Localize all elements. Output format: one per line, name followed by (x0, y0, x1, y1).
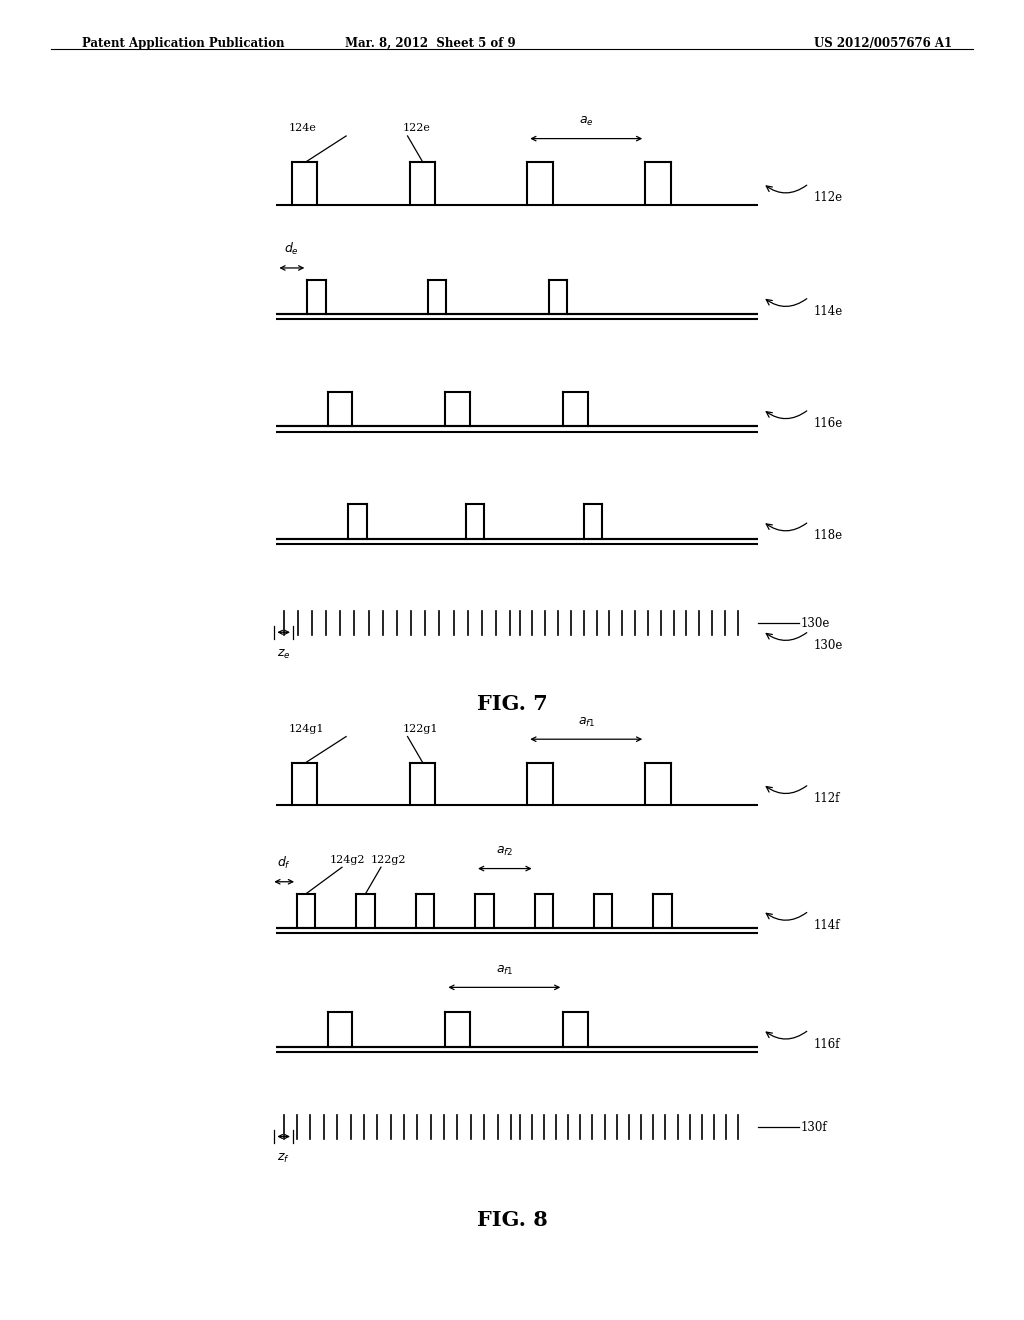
Text: 116f: 116f (814, 1038, 841, 1051)
Text: $a_{f1}$: $a_{f1}$ (496, 964, 513, 977)
Text: 122g2: 122g2 (371, 854, 407, 865)
Text: FIG. 7: FIG. 7 (476, 694, 548, 714)
Text: $a_{f2}$: $a_{f2}$ (497, 845, 513, 858)
Text: 112f: 112f (814, 792, 841, 805)
Text: $a_e$: $a_e$ (579, 115, 594, 128)
Text: 118e: 118e (814, 529, 843, 543)
Text: $z_f$: $z_f$ (278, 1152, 290, 1166)
Text: US 2012/0057676 A1: US 2012/0057676 A1 (814, 37, 952, 50)
Text: 130e: 130e (801, 616, 830, 630)
Text: 114f: 114f (814, 919, 841, 932)
Text: 114e: 114e (814, 305, 844, 318)
Text: $a_{f1}$: $a_{f1}$ (578, 715, 595, 729)
Text: FIG. 8: FIG. 8 (476, 1210, 548, 1230)
Text: Patent Application Publication: Patent Application Publication (82, 37, 285, 50)
Text: 124e: 124e (289, 123, 316, 133)
Text: 124g2: 124g2 (330, 854, 366, 865)
Text: 122e: 122e (402, 123, 430, 133)
Text: 130e: 130e (814, 639, 844, 652)
Text: 124g1: 124g1 (289, 723, 325, 734)
Text: 112e: 112e (814, 191, 843, 205)
Text: $d_f$: $d_f$ (278, 855, 291, 871)
Text: Mar. 8, 2012  Sheet 5 of 9: Mar. 8, 2012 Sheet 5 of 9 (345, 37, 515, 50)
Text: $d_e$: $d_e$ (285, 242, 299, 257)
Text: $z_e$: $z_e$ (276, 648, 291, 661)
Text: 122g1: 122g1 (402, 723, 438, 734)
Text: 116e: 116e (814, 417, 844, 430)
Text: 130f: 130f (801, 1121, 827, 1134)
